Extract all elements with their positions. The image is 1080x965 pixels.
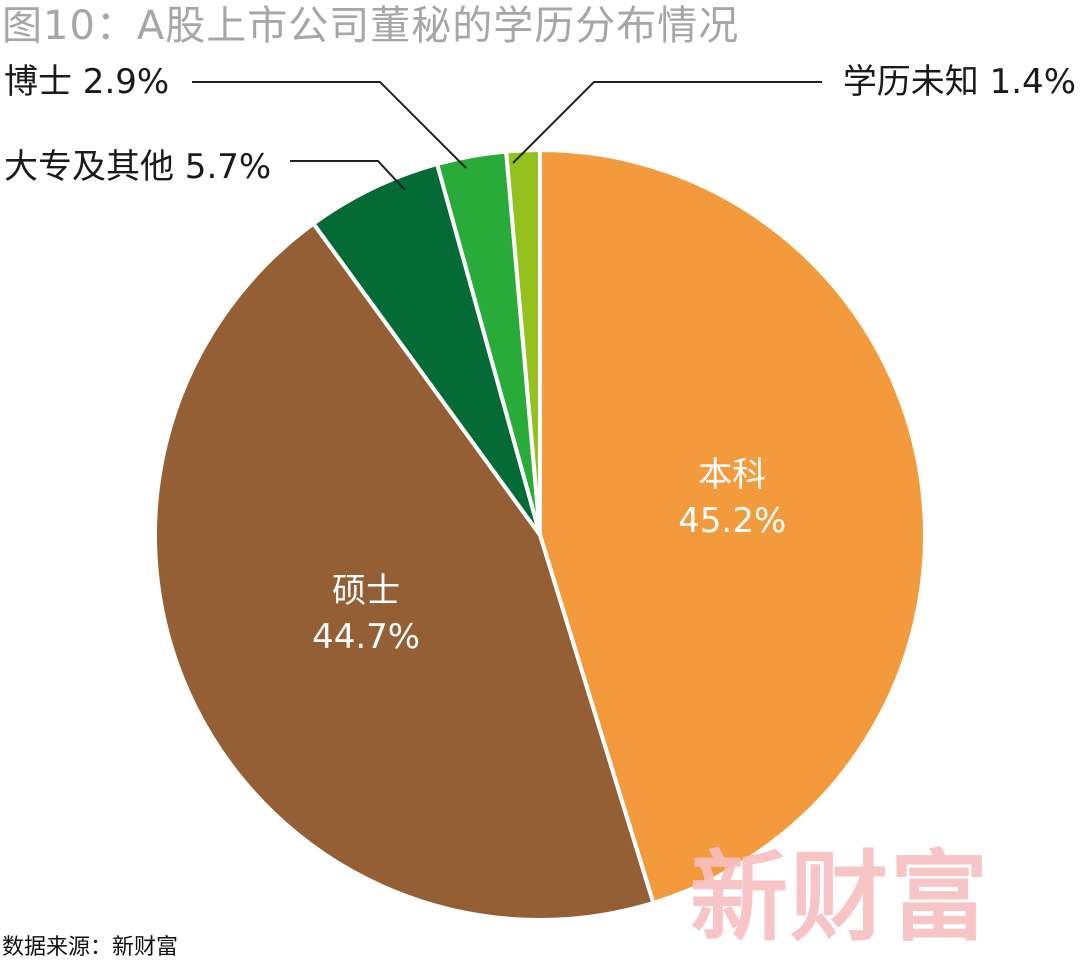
slice-label-2: 硕士 — [332, 571, 400, 611]
source-note: 数据来源：新财富 — [2, 935, 179, 960]
pie-slice-5 — [504, 147, 542, 537]
leader-line-3 — [290, 160, 406, 191]
slice-label-3: 大专及其他 5.7% — [4, 147, 271, 187]
pie-slices — [153, 147, 928, 923]
slice-value-label-1: 45.2% — [678, 501, 786, 541]
pie-slice-2 — [153, 221, 656, 923]
leader-line-4 — [192, 81, 467, 169]
slice-label-5: 学历未知 1.4% — [843, 62, 1076, 102]
slice-label-1: 本科 — [698, 455, 766, 495]
leader-line-5 — [512, 81, 822, 164]
slice-label-4: 博士 2.9% — [4, 62, 169, 102]
pie-slice-3 — [311, 161, 542, 537]
leader-lines — [192, 81, 822, 191]
chart-title: 图10：A股上市公司董秘的学历分布情况 — [2, 3, 740, 49]
watermark-logo: 新财富 — [690, 840, 991, 955]
slice-value-label-2: 44.7% — [312, 617, 420, 657]
pie-slice-1 — [538, 148, 928, 905]
slice-labels: 本科 45.2% 硕士 44.7% 大专及其他 5.7% 博士 2.9% 学历未知 1.4% — [4, 62, 1076, 657]
